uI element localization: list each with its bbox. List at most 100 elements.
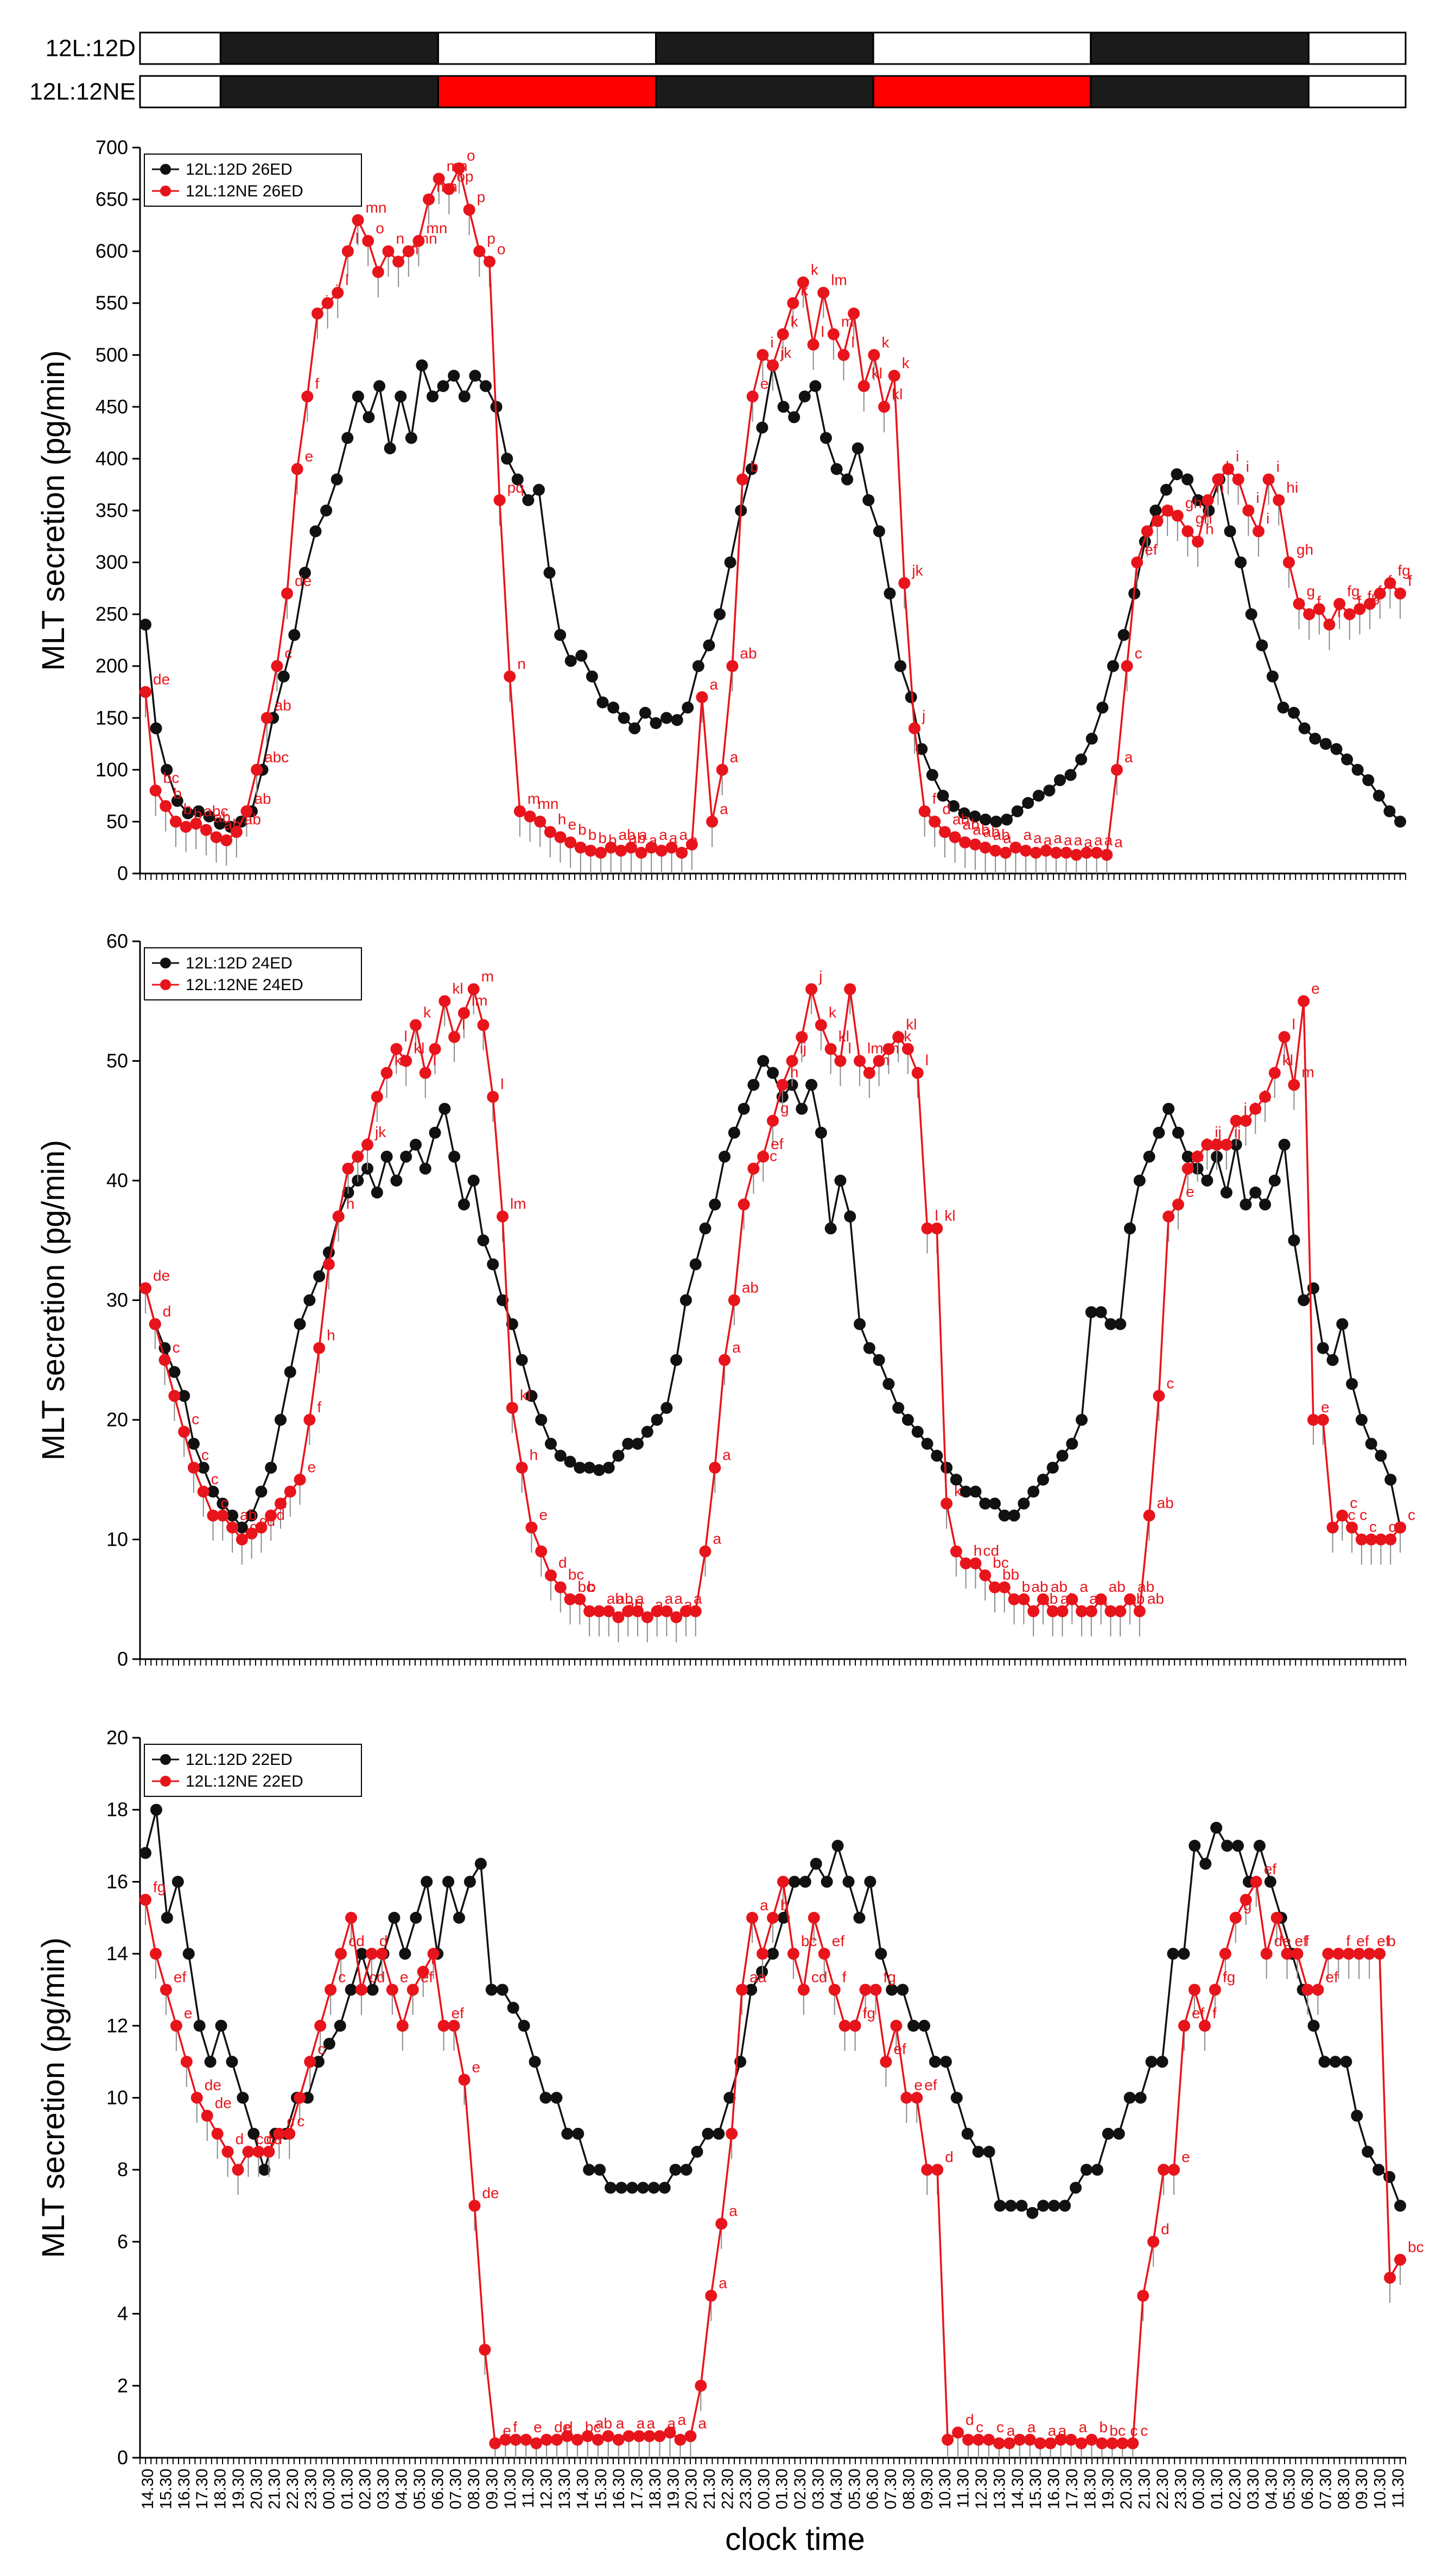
significance-letter: a <box>689 832 698 849</box>
significance-letter: b <box>183 800 192 817</box>
data-point <box>875 1948 887 1960</box>
y-axis-title: MLT secretion (pg/min) <box>36 350 71 671</box>
data-point <box>706 815 719 828</box>
legend-swatch-marker <box>160 979 171 990</box>
x-tick-label: 08.30 <box>465 2469 483 2509</box>
x-tick-label: 18.30 <box>212 2469 230 2509</box>
data-point <box>679 1605 692 1617</box>
significance-letter: mn <box>416 230 437 247</box>
significance-letter: ab <box>275 697 291 713</box>
data-point <box>724 556 736 569</box>
data-point <box>849 2019 861 2032</box>
data-point <box>487 1258 499 1271</box>
significance-letter: c <box>220 1494 228 1511</box>
data-point <box>786 1055 798 1067</box>
data-point <box>345 1911 358 1924</box>
data-point <box>197 1462 209 1474</box>
significance-letter: ef <box>1325 1968 1338 1985</box>
data-point <box>1009 841 1022 854</box>
x-tick-label: 23.30 <box>1172 2469 1190 2509</box>
data-point <box>1162 1210 1175 1223</box>
data-point <box>530 2437 543 2450</box>
data-point <box>1081 2164 1092 2176</box>
data-point <box>777 1911 790 1924</box>
data-point <box>1318 2056 1331 2068</box>
data-point <box>448 1031 461 1043</box>
significance-letter: l <box>925 1052 929 1069</box>
y-axis-title: MLT secretion (pg/min) <box>36 1937 71 2258</box>
significance-letter: a <box>639 826 647 843</box>
significance-letter: a <box>1079 2419 1088 2435</box>
data-point <box>863 1342 875 1354</box>
data-point <box>561 2430 573 2443</box>
significance-letter: a <box>649 832 658 849</box>
data-point <box>355 1948 368 1960</box>
data-point <box>1008 1593 1020 1605</box>
photoperiod-segment-white <box>139 75 221 109</box>
data-point <box>1375 1533 1387 1546</box>
data-point <box>1192 535 1204 548</box>
data-point <box>1240 1198 1252 1211</box>
data-point <box>321 297 334 309</box>
significance-letter: g <box>1243 1897 1252 1914</box>
x-tick-label: 14.30 <box>1009 2469 1027 2509</box>
data-point <box>905 691 917 704</box>
data-point <box>738 1102 750 1115</box>
data-point <box>1202 494 1214 506</box>
significance-letter: e <box>400 1968 409 1985</box>
data-point <box>443 183 455 195</box>
data-point <box>504 670 516 683</box>
data-point <box>1264 1876 1276 1888</box>
data-point <box>1181 1150 1194 1163</box>
data-point <box>1373 789 1385 802</box>
data-point <box>477 1234 490 1247</box>
significance-letter: ab <box>1041 1590 1058 1607</box>
significance-letter: h <box>974 1542 982 1559</box>
data-point <box>999 846 1012 859</box>
y-tick-label: 550 <box>96 292 128 314</box>
significance-letter: ef <box>1356 1933 1369 1949</box>
data-point <box>1329 2056 1342 2068</box>
significance-letter: ef <box>893 2041 906 2057</box>
significance-letter: k <box>829 1004 837 1021</box>
data-point <box>365 1948 378 1960</box>
significance-letter: b <box>608 832 617 849</box>
y-tick-label: 60 <box>106 930 128 952</box>
data-point <box>941 1462 953 1474</box>
x-tick-label: 22.30 <box>719 2469 737 2509</box>
data-point <box>373 380 386 392</box>
significance-letter: c <box>1388 1519 1396 1535</box>
data-point <box>274 1414 287 1426</box>
data-point <box>160 800 172 812</box>
data-point <box>1259 1198 1272 1211</box>
data-point <box>539 2092 552 2104</box>
data-point <box>197 1485 209 1498</box>
significance-letter: h <box>1196 1147 1204 1164</box>
data-point <box>1341 753 1354 766</box>
data-point <box>583 1462 596 1474</box>
data-point <box>767 359 779 372</box>
significance-letter: k <box>791 313 799 330</box>
data-point <box>1085 1306 1097 1318</box>
data-point <box>544 1569 557 1582</box>
series-line <box>144 365 1401 828</box>
significance-letter: gh <box>1297 541 1313 558</box>
data-point <box>1281 1948 1293 1960</box>
data-point <box>564 1593 576 1605</box>
data-point <box>395 390 407 403</box>
data-point <box>1040 844 1052 857</box>
photoperiod-segment-white <box>437 31 657 65</box>
significance-letter: c <box>1350 1494 1357 1511</box>
significance-letter: hi <box>1205 1136 1217 1152</box>
data-point <box>777 1876 789 1888</box>
data-point <box>226 2056 238 2068</box>
significance-letter: ab <box>1128 1590 1145 1607</box>
y-tick-label: 40 <box>106 1169 128 1191</box>
photoperiod-segment-red <box>872 75 1092 109</box>
data-point <box>641 1426 653 1438</box>
data-point <box>830 463 843 475</box>
data-point <box>392 256 405 268</box>
data-point <box>1046 1462 1059 1474</box>
data-point <box>345 1984 357 1996</box>
significance-letter: bc <box>1109 2422 1126 2439</box>
